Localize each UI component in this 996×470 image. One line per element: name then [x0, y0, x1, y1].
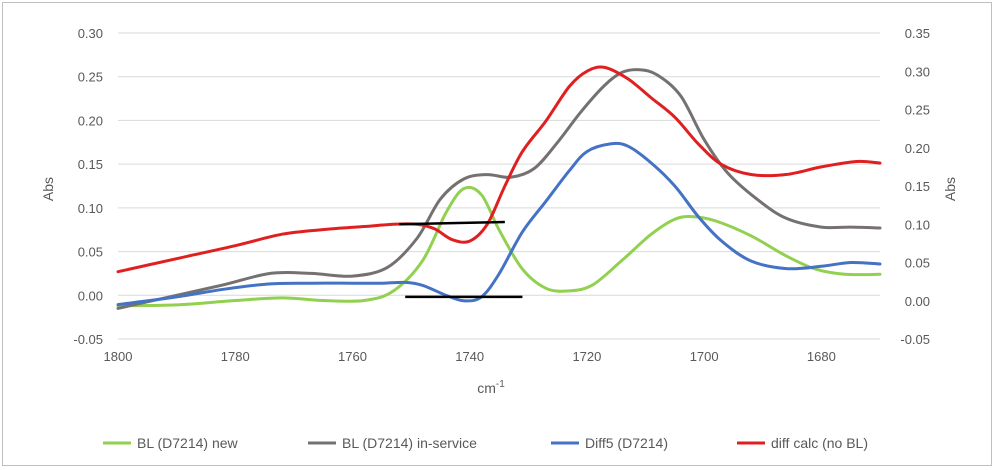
annotation-lines	[399, 220, 523, 299]
left-y-tick-label: 0.30	[78, 26, 103, 41]
x-tick-label: 1760	[338, 349, 367, 364]
left-y-axis-ticks: -0.05 0.00 0.05 0.10 0.15 0.20 0.25 0.30	[73, 26, 103, 347]
left-y-tick-label: 0.15	[78, 157, 103, 172]
legend-label: BL (D7214) new	[137, 435, 239, 451]
legend-label: Diff5 (D7214)	[585, 435, 668, 451]
left-y-tick-label: 0.20	[78, 113, 103, 128]
left-y-axis-title: Abs	[40, 177, 56, 201]
legend-label: BL (D7214) in-service	[342, 435, 477, 451]
legend: BL (D7214) new BL (D7214) in-service Diff5…	[103, 435, 868, 451]
x-axis-title: cm-1	[477, 379, 505, 396]
x-tick-label: 1800	[104, 349, 133, 364]
series-bl-in-service-line	[116, 68, 882, 310]
x-axis-title-main: cm	[477, 380, 496, 396]
line-chart: -0.05 0.00 0.05 0.10 0.15 0.20 0.25 0.30 -0.05 0…	[40, 26, 958, 451]
right-y-tick-label: 0.05	[905, 256, 930, 271]
right-y-tick-label: 0.30	[905, 64, 930, 79]
x-axis-ticks: 1800 1780 1760 1740 1720 1700 1680	[104, 349, 836, 364]
right-y-tick-label: -0.05	[900, 332, 930, 347]
gridlines	[118, 32, 880, 340]
series-lines	[116, 65, 882, 310]
series-diff5-line	[116, 141, 882, 307]
left-y-tick-label: 0.00	[78, 288, 103, 303]
right-y-tick-label: 0.00	[905, 294, 930, 309]
right-y-tick-label: 0.10	[905, 217, 930, 232]
x-axis-title-superscript: -1	[496, 379, 505, 390]
x-tick-label: 1700	[690, 349, 719, 364]
right-y-tick-label: 0.25	[905, 103, 930, 118]
x-tick-label: 1720	[572, 349, 601, 364]
baseline-upper	[399, 220, 505, 226]
right-y-tick-label: 0.35	[905, 26, 930, 41]
left-y-tick-label: -0.05	[73, 332, 103, 347]
right-y-tick-label: 0.20	[905, 141, 930, 156]
left-y-tick-label: 0.10	[78, 201, 103, 216]
x-tick-label: 1780	[221, 349, 250, 364]
right-y-axis-title: Abs	[942, 177, 958, 201]
series-bl-new-line	[116, 185, 882, 308]
series-diff-calc-line	[116, 65, 882, 274]
right-y-tick-label: 0.15	[905, 179, 930, 194]
left-y-tick-label: 0.25	[78, 70, 103, 85]
left-y-tick-label: 0.05	[78, 245, 103, 260]
right-y-axis-ticks: -0.05 0.00 0.05 0.10 0.15 0.20 0.25 0.30 0.35	[900, 26, 930, 347]
x-tick-label: 1680	[807, 349, 836, 364]
legend-label: diff calc (no BL)	[771, 435, 868, 451]
x-tick-label: 1740	[455, 349, 484, 364]
